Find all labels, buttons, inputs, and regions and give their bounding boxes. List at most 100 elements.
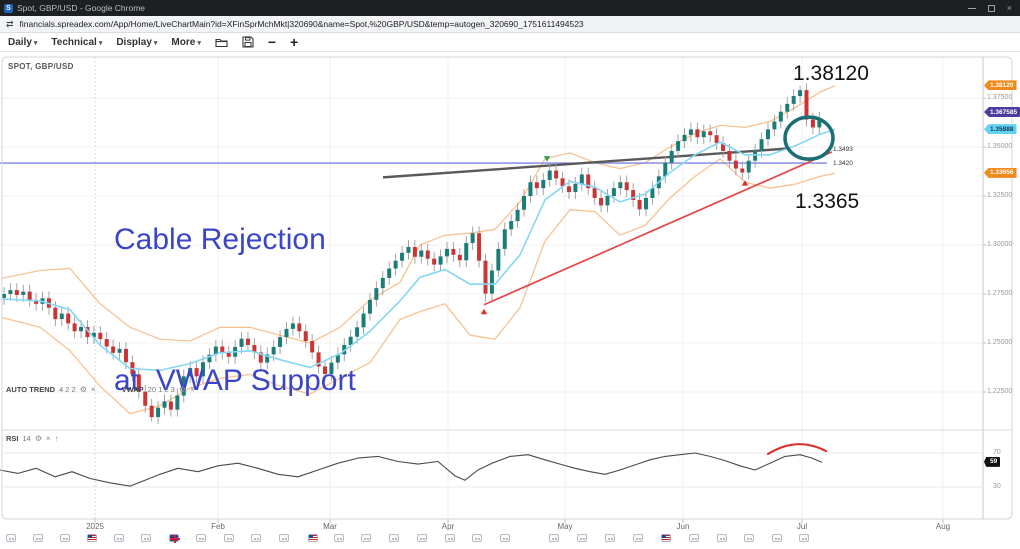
window-title: Spot, GBP/USD - Google Chrome: [17, 3, 146, 13]
menu-more[interactable]: More ▾: [171, 36, 201, 48]
menu-technical[interactable]: Technical ▾: [51, 36, 103, 48]
calendar-event-icon[interactable]: [279, 534, 289, 542]
calendar-event-icon[interactable]: [799, 534, 809, 542]
calendar-event-icon[interactable]: [33, 534, 43, 542]
tab-switch-icon[interactable]: ⇄: [6, 18, 14, 29]
candle-body: [592, 188, 597, 198]
rejection-circle-annotation: [783, 115, 835, 161]
candle-body: [162, 401, 167, 408]
gear-icon[interactable]: ⚙: [34, 434, 43, 443]
candle-body: [618, 182, 623, 189]
candle-body: [85, 326, 90, 338]
candle-body: [444, 248, 449, 257]
us-flag-event-icon[interactable]: [308, 534, 318, 542]
save-icon[interactable]: [242, 36, 254, 48]
candle-body: [239, 338, 244, 347]
resistance-trendline: [382, 147, 791, 179]
url-text[interactable]: financials.spreadex.com/App/Home/LiveCha…: [19, 19, 584, 29]
x-axis-month-label: Apr: [441, 522, 455, 531]
candle-body: [316, 352, 321, 367]
x-axis-month-label: Jul: [796, 522, 808, 531]
remove-indicator-icon[interactable]: ×: [189, 385, 195, 394]
candle-body: [175, 395, 180, 410]
chevron-down-icon: ▾: [153, 39, 158, 47]
minimize-icon[interactable]: [967, 7, 976, 9]
zoom-out-button[interactable]: −: [267, 34, 277, 50]
candle-body: [34, 299, 39, 304]
calendar-event-icon[interactable]: [361, 534, 371, 542]
candle-body: [586, 174, 591, 189]
candle-body: [72, 323, 77, 332]
gear-icon[interactable]: ⚙: [178, 385, 186, 394]
calendar-event-icon[interactable]: [689, 534, 699, 542]
price-badge: 1.367585: [984, 107, 1020, 118]
price-badge: 1.33656: [984, 167, 1017, 178]
remove-indicator-icon[interactable]: ×: [90, 385, 96, 394]
calendar-event-icon[interactable]: [60, 534, 70, 542]
candle-body: [258, 352, 263, 363]
candle-body: [547, 170, 552, 180]
bollinger-upper-band: [1, 85, 836, 344]
candle-body: [374, 288, 379, 300]
candle-body: [393, 260, 398, 269]
calendar-event-icon[interactable]: [633, 534, 643, 542]
remove-indicator-icon[interactable]: ×: [46, 434, 51, 443]
candle-body: [53, 307, 58, 320]
us-flag-event-icon[interactable]: [661, 534, 671, 542]
chart-frame: [1, 56, 1013, 520]
candle-body: [123, 348, 128, 363]
triangle-up-marker: [480, 308, 488, 315]
candle-body: [682, 134, 687, 142]
candle-body: [406, 246, 411, 253]
open-folder-icon[interactable]: [215, 37, 228, 48]
calendar-event-icon[interactable]: [114, 534, 124, 542]
calendar-event-icon[interactable]: [389, 534, 399, 542]
calendar-event-icon[interactable]: [605, 534, 615, 542]
menu-daily[interactable]: Daily ▾: [8, 36, 38, 48]
calendar-event-icon[interactable]: [224, 534, 234, 542]
zoom-in-button[interactable]: +: [290, 34, 299, 50]
candle-body: [701, 131, 706, 138]
calendar-event-icon[interactable]: [251, 534, 261, 542]
gear-icon[interactable]: ⚙: [79, 385, 87, 394]
address-bar[interactable]: ⇄ financials.spreadex.com/App/Home/LiveC…: [0, 16, 1020, 33]
menu-display[interactable]: Display ▾: [116, 36, 158, 48]
uk-flag-event-icon[interactable]: [169, 534, 180, 543]
expand-pane-icon[interactable]: ↑: [54, 434, 59, 443]
calendar-event-icon[interactable]: [472, 534, 482, 542]
calendar-event-icon[interactable]: [500, 534, 510, 542]
rsi-axis-label: 30: [993, 483, 1001, 490]
candle-body: [733, 160, 738, 169]
maximize-icon[interactable]: [987, 4, 995, 12]
candle-body: [560, 178, 565, 187]
calendar-event-icon[interactable]: [141, 534, 151, 542]
chart-toolbar: Daily ▾ Technical ▾ Display ▾ More ▾ − +: [0, 33, 1020, 52]
rsi-label: RSI: [6, 434, 19, 443]
calendar-event-icon[interactable]: [717, 534, 727, 542]
candle-body: [297, 323, 302, 332]
close-icon[interactable]: ×: [1006, 2, 1012, 13]
x-axis-month-label: May: [557, 522, 573, 531]
y-axis-label: 1.32500: [987, 192, 1013, 199]
support-price-label: 1.3420: [833, 160, 853, 167]
calendar-event-icon[interactable]: [772, 534, 782, 542]
candle-body: [477, 233, 482, 261]
candle-body: [502, 229, 507, 249]
calendar-event-icon[interactable]: [577, 534, 587, 542]
calendar-event-icon[interactable]: [196, 534, 206, 542]
calendar-event-icon[interactable]: [549, 534, 559, 542]
candle-body: [599, 197, 604, 206]
calendar-event-icon[interactable]: [417, 534, 427, 542]
us-flag-event-icon[interactable]: [87, 534, 97, 542]
candle-body: [8, 290, 13, 294]
calendar-event-icon[interactable]: [6, 534, 16, 542]
calendar-event-icon[interactable]: [445, 534, 455, 542]
candle-body: [746, 160, 751, 173]
calendar-event-icon[interactable]: [334, 534, 344, 542]
rsi-value-badge: 59: [984, 456, 1001, 467]
candle-body: [798, 90, 803, 97]
annotation-low-price: 1.3365: [795, 190, 860, 213]
candle-body: [644, 197, 648, 210]
calendar-event-icon[interactable]: [744, 534, 754, 542]
